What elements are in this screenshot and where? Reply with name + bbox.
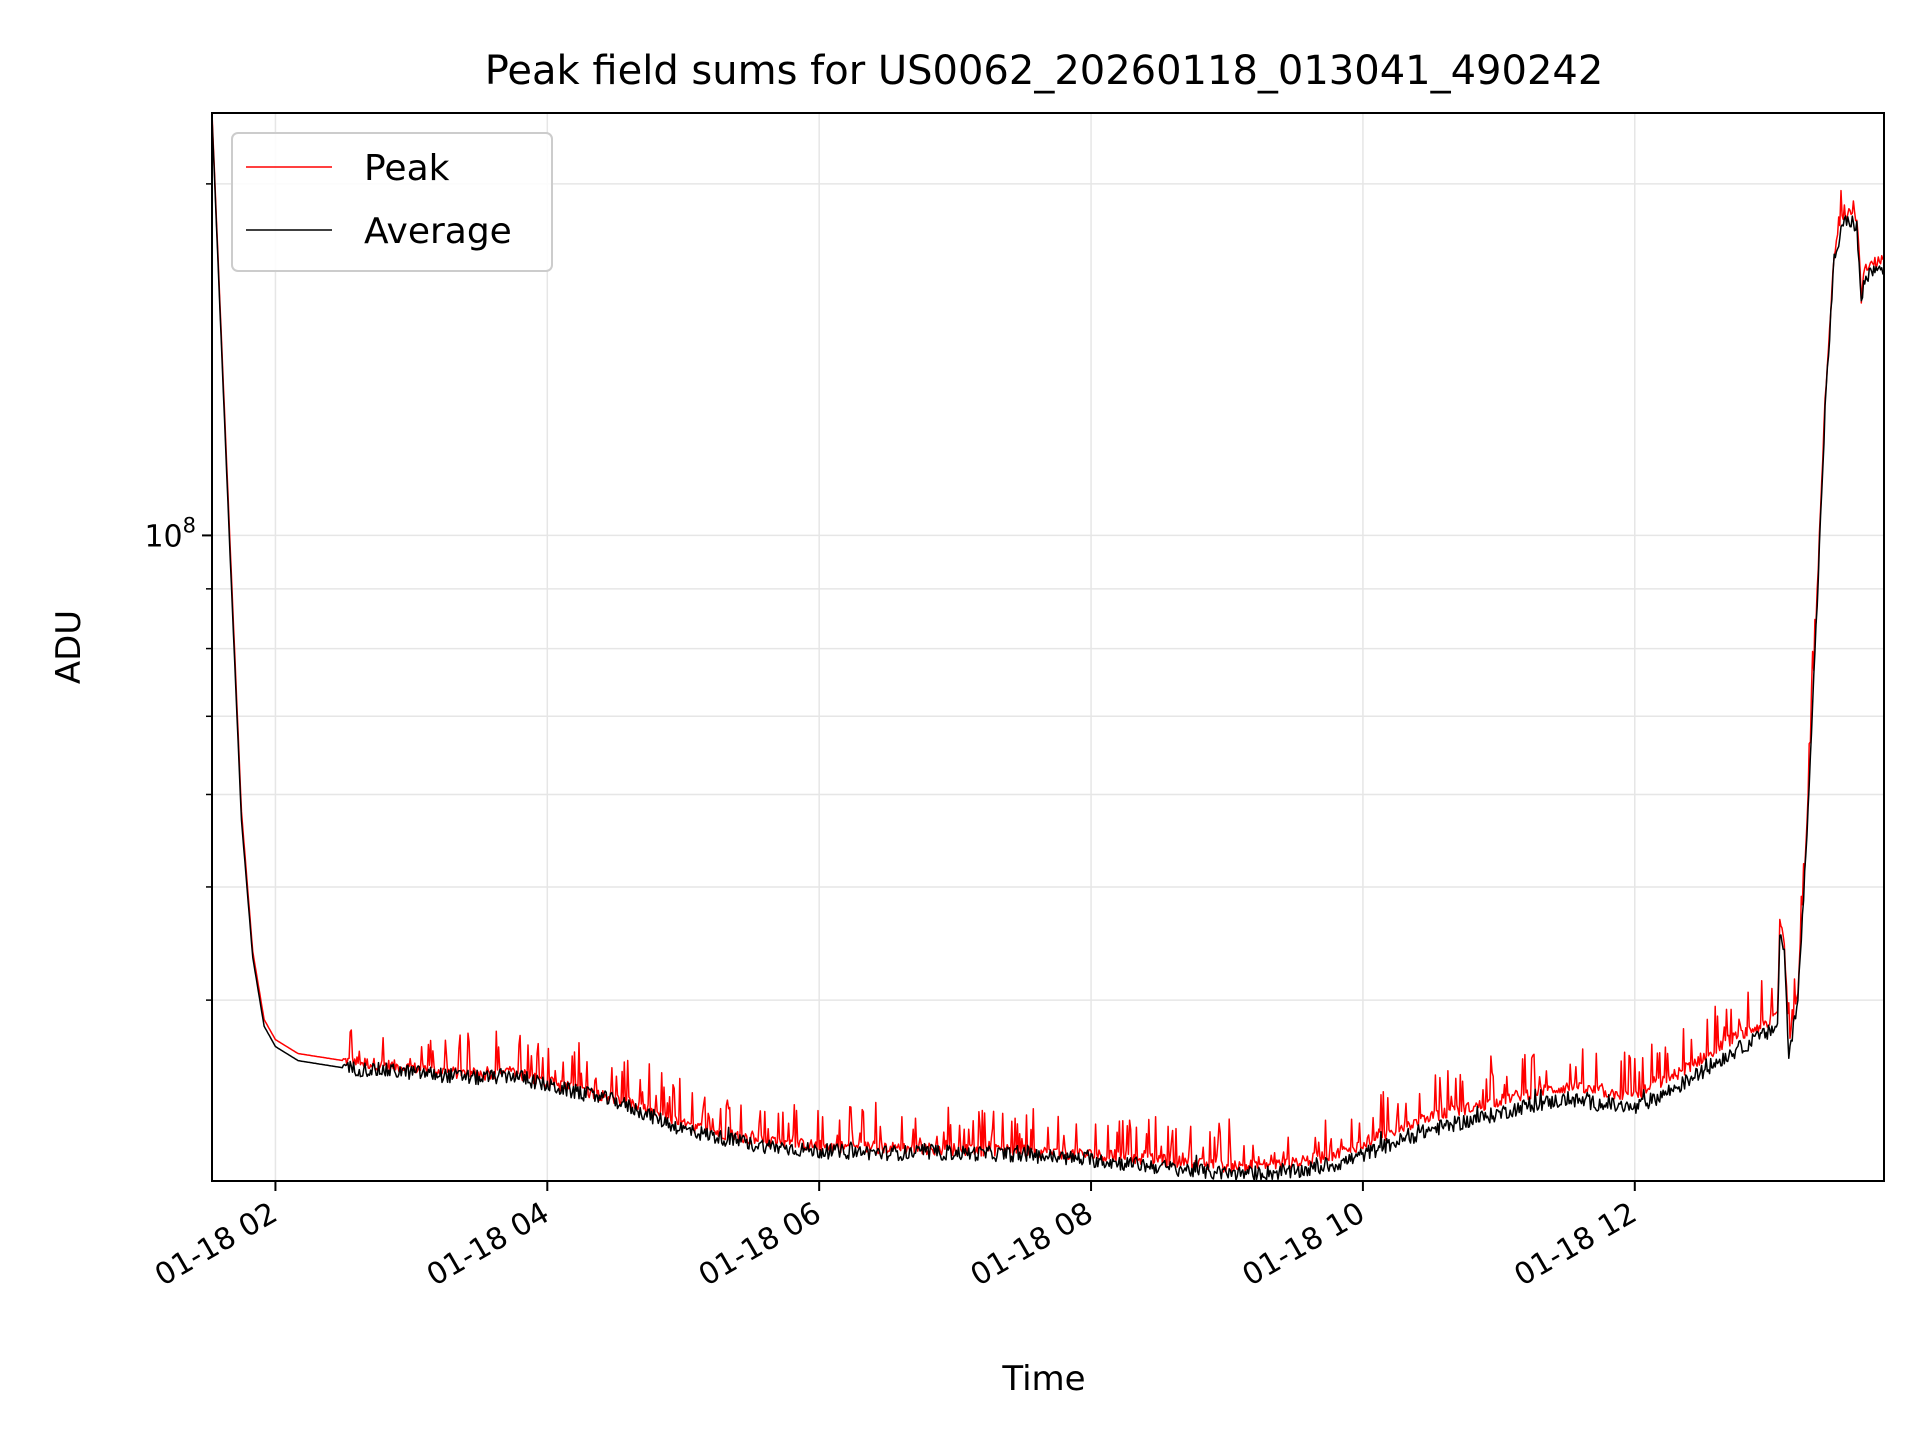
grid-lines [212,113,1884,1181]
x-tick-label-3: 01-18 08 [965,1196,1099,1294]
x-tick-label-5: 01-18 12 [1508,1196,1642,1294]
x-axis: 01-18 02 01-18 04 01-18 06 01-18 08 01-18 10… [149,1181,1643,1293]
series-line-peak [212,113,1884,1173]
series-line-average [212,117,1884,1181]
y-axis-label: ADU [49,610,89,684]
series-lines [212,113,1884,1181]
x-tick-label-0: 01-18 02 [149,1196,283,1294]
legend-average-label: Average [364,211,512,252]
y-axis: 108 [144,183,212,1001]
chart-title: Peak field sums for US0062_20260118_0130… [485,48,1604,94]
plot-frame [211,112,1885,1182]
legend-peak-label: Peak [364,148,450,189]
x-axis-label: Time [1001,1359,1085,1399]
x-tick-label-2: 01-18 06 [693,1196,827,1294]
legend: Peak Average [231,132,553,272]
y-tick-label-0: 108 [144,513,196,554]
x-tick-label-1: 01-18 04 [421,1196,555,1294]
x-tick-label-4: 01-18 10 [1237,1196,1371,1294]
